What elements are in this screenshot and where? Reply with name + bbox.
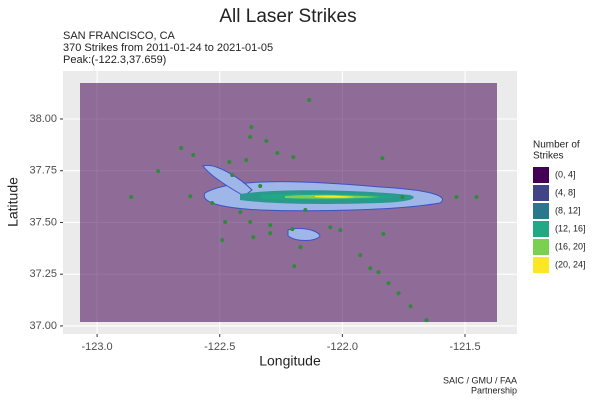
legend-title: Number of [533, 140, 580, 151]
legend-swatch [533, 239, 549, 255]
point [381, 232, 386, 237]
legend-label: (16, 20] [555, 241, 586, 251]
point [251, 235, 256, 240]
legend-label: (4, 8] [555, 187, 576, 197]
point [408, 304, 413, 309]
legend-swatch [533, 203, 549, 219]
point [248, 220, 253, 225]
y-tick-label: 38.00 [29, 113, 57, 125]
point [179, 145, 184, 150]
point [238, 210, 243, 215]
legend-swatch [533, 221, 549, 237]
point [290, 227, 295, 232]
contour [287, 227, 321, 241]
y-tick-label: 37.25 [29, 268, 57, 280]
point [244, 157, 249, 162]
point [474, 195, 479, 200]
x-tick-label: -122.0 [327, 341, 358, 353]
point [298, 245, 303, 250]
point [396, 291, 401, 296]
point [376, 270, 381, 275]
point [220, 238, 225, 243]
x-axis-label: Longitude [259, 353, 321, 369]
legend-label: (12, 16] [555, 223, 586, 233]
legend-label: (0, 4] [555, 169, 576, 179]
point [227, 160, 232, 165]
subtitle: SAN FRANCISCO, CA [63, 30, 176, 42]
point [424, 318, 429, 323]
point [368, 266, 373, 271]
chart-title: All Laser Strikes [219, 6, 356, 27]
point [386, 281, 391, 286]
legend-swatch [533, 257, 549, 273]
point [454, 195, 459, 200]
point [400, 195, 405, 200]
point [248, 135, 253, 140]
contour [315, 195, 355, 198]
legend-swatch [533, 167, 549, 183]
point [338, 228, 343, 233]
x-tick-label: -121.5 [449, 341, 480, 353]
point [303, 208, 308, 213]
legend-swatch [533, 185, 549, 201]
point [307, 97, 312, 102]
caption: Partnership [471, 385, 517, 395]
point [268, 231, 273, 236]
caption: SAIC / GMU / FAA [443, 375, 517, 385]
point [191, 153, 196, 158]
point [230, 173, 235, 178]
point [249, 125, 254, 130]
point [129, 195, 134, 200]
x-tick-label: -122.5 [204, 341, 235, 353]
legend-title: Strikes [533, 151, 564, 162]
point [258, 184, 263, 189]
point [292, 264, 297, 269]
point [291, 155, 296, 160]
point [188, 194, 193, 199]
point [223, 220, 228, 225]
point [264, 138, 269, 143]
point [210, 201, 215, 206]
point [380, 156, 385, 161]
y-axis-label: Latitude [5, 177, 21, 227]
point [328, 225, 333, 230]
point [275, 150, 280, 155]
point [268, 223, 273, 228]
subtitle: Peak:(-122.3,37.659) [63, 54, 166, 66]
legend-label: (8, 12] [555, 205, 581, 215]
legend-label: (20, 24] [555, 259, 586, 269]
y-tick-label: 37.00 [29, 320, 57, 332]
point [358, 253, 363, 258]
y-tick-label: 37.75 [29, 165, 57, 177]
point [156, 169, 161, 174]
subtitle: 370 Strikes from 2011-01-24 to 2021-01-0… [63, 42, 273, 54]
x-tick-label: -123.0 [81, 341, 112, 353]
density-contours [202, 164, 443, 241]
y-tick-label: 37.50 [29, 216, 57, 228]
